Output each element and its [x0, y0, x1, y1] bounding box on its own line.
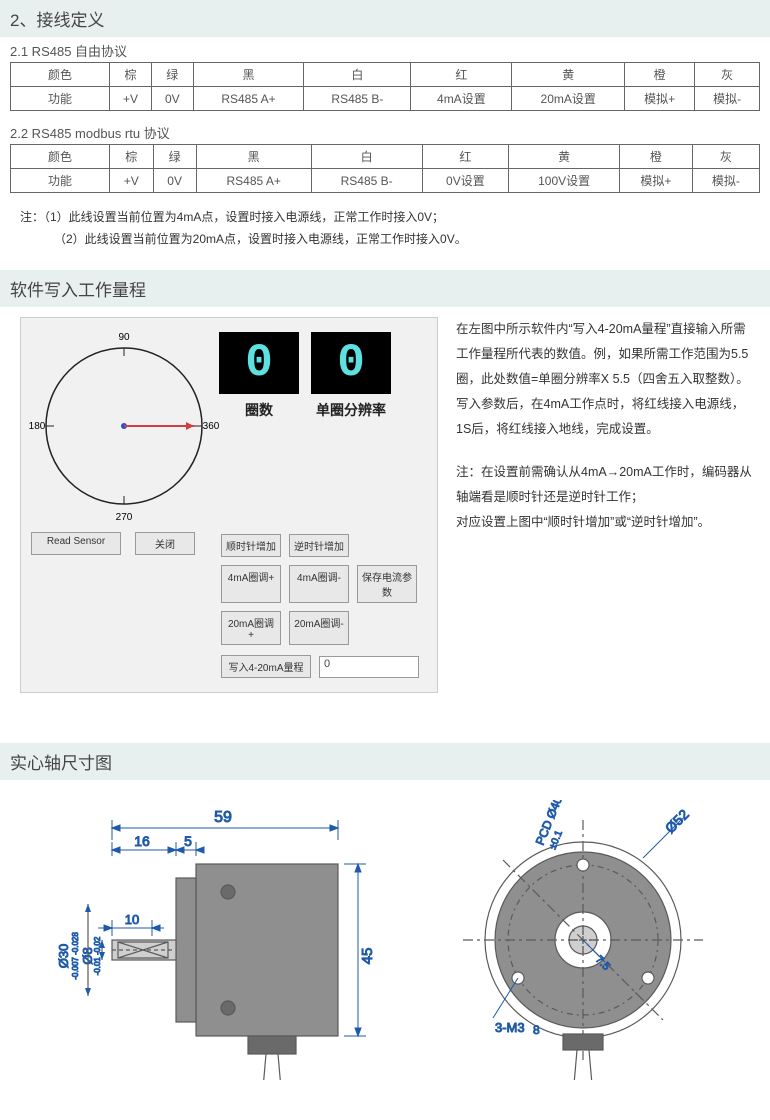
- cell: 灰: [695, 63, 760, 87]
- table-row: 颜色 棕 绿 黑 白 红 黄 橙 灰: [11, 63, 760, 87]
- row-label: 功能: [11, 169, 110, 193]
- read-sensor-button[interactable]: Read Sensor: [31, 532, 121, 555]
- 4ma-plus-button[interactable]: 4mA圈调+: [221, 565, 281, 603]
- svg-text:Ø30: Ø30: [56, 944, 71, 969]
- cell: 黄: [512, 63, 625, 87]
- save-params-button[interactable]: 保存电流参数: [357, 565, 417, 603]
- 20ma-minus-button[interactable]: 20mA圈调-: [289, 611, 349, 645]
- svg-text:59: 59: [214, 809, 232, 826]
- side-view-drawing: 59 16 5 10 45 Ø30 -0.007 -0.028 Ø8 -0.01…: [38, 800, 378, 1080]
- cell: +V: [110, 87, 152, 111]
- svg-text:-0.007 -0.028: -0.007 -0.028: [71, 932, 80, 980]
- cell: 模拟+: [620, 169, 693, 193]
- close-button[interactable]: 关闭: [135, 532, 195, 555]
- cell: 白: [311, 145, 422, 169]
- desc-para-1: 在左图中所示软件内“写入4-20mA量程”直接输入所需工作量程所代表的数值。例，…: [456, 317, 758, 442]
- cell: 黑: [196, 145, 311, 169]
- dial-label-top: 90: [118, 332, 130, 343]
- dial-label-right: 360: [203, 421, 219, 432]
- cell: 0V设置: [422, 169, 509, 193]
- cell: 黑: [193, 63, 304, 87]
- wiring-table-2: 颜色 棕 绿 黑 白 红 黄 橙 灰 功能 +V 0V RS485 A+ RS4…: [10, 144, 760, 193]
- row-label: 功能: [11, 87, 110, 111]
- cell: 红: [411, 63, 512, 87]
- svg-text:5: 5: [184, 833, 192, 849]
- ccw-inc-button[interactable]: 逆时针增加: [289, 534, 349, 557]
- desc-para-2: 注：在设置前需确认从4mA→20mA工作时，编码器从轴端看是顺时针还是逆时针工作…: [456, 460, 758, 510]
- cw-inc-button[interactable]: 顺时针增加: [221, 534, 281, 557]
- table-row: 功能 +V 0V RS485 A+ RS485 B- 0V设置 100V设置 模…: [11, 169, 760, 193]
- cell: 20mA设置: [512, 87, 625, 111]
- table1-caption: 2.1 RS485 自由协议: [0, 37, 770, 62]
- svg-text:45: 45: [359, 948, 376, 965]
- cell: 绿: [153, 145, 196, 169]
- cell: 模拟+: [625, 87, 695, 111]
- resolution-display: 0: [311, 332, 391, 394]
- cell: 模拟-: [695, 87, 760, 111]
- write-range-input[interactable]: 0: [319, 656, 419, 678]
- row-label: 颜色: [11, 63, 110, 87]
- turns-label: 圈数: [219, 400, 299, 420]
- resolution-label: 单圈分辨率: [311, 400, 391, 420]
- cell: +V: [110, 169, 154, 193]
- cell: 绿: [152, 63, 193, 87]
- wiring-table-1: 颜色 棕 绿 黑 白 红 黄 橙 灰 功能 +V 0V RS485 A+ RS4…: [10, 62, 760, 111]
- software-description: 在左图中所示软件内“写入4-20mA量程”直接输入所需工作量程所代表的数值。例，…: [456, 317, 758, 693]
- cell: RS485 B-: [304, 87, 411, 111]
- dial-gauge: 90 270 180 360: [29, 326, 219, 526]
- front-view-drawing: Ø52 PCD Ø40 ±0.1 3-M3 7.5 8: [433, 800, 733, 1080]
- svg-text:Ø52: Ø52: [661, 806, 691, 836]
- note-line: 注：（1）此线设置当前位置为4mA点，设置时接入电源线，正常工作时接入0V；: [20, 207, 750, 229]
- software-panel: 90 270 180 360 0 0 圈数 单圈分辨率: [20, 317, 438, 693]
- cell: 模拟-: [692, 169, 759, 193]
- desc-para-3: 对应设置上图中“顺时针增加”或“逆时针增加”。: [456, 510, 758, 535]
- table2-caption: 2.2 RS485 modbus rtu 协议: [0, 119, 770, 144]
- dial-label-left: 180: [29, 421, 46, 432]
- 4ma-minus-button[interactable]: 4mA圈调-: [289, 565, 349, 603]
- table-row: 功能 +V 0V RS485 A+ RS485 B- 4mA设置 20mA设置 …: [11, 87, 760, 111]
- cell: 灰: [692, 145, 759, 169]
- svg-text:3-M3: 3-M3: [495, 1020, 525, 1035]
- cell: RS485 A+: [193, 87, 304, 111]
- cell: 白: [304, 63, 411, 87]
- row-label: 颜色: [11, 145, 110, 169]
- cell: 100V设置: [509, 169, 620, 193]
- cell: RS485 B-: [311, 169, 422, 193]
- dimensions-title: 实心轴尺寸图: [0, 743, 770, 780]
- svg-text:8: 8: [533, 1023, 540, 1037]
- turns-display: 0: [219, 332, 299, 394]
- cell: RS485 A+: [196, 169, 311, 193]
- svg-text:16: 16: [134, 833, 150, 849]
- cell: 棕: [110, 145, 154, 169]
- cell: 0V: [153, 169, 196, 193]
- dial-label-bottom: 270: [116, 512, 133, 523]
- cell: 橙: [620, 145, 693, 169]
- table-row: 颜色 棕 绿 黑 白 红 黄 橙 灰: [11, 145, 760, 169]
- cell: 红: [422, 145, 509, 169]
- cell: 棕: [110, 63, 152, 87]
- section-2-title: 2、接线定义: [0, 0, 770, 37]
- cell: 橙: [625, 63, 695, 87]
- svg-text:10: 10: [124, 912, 138, 927]
- 20ma-plus-button[interactable]: 20mA圈调+: [221, 611, 281, 645]
- cell: 0V: [152, 87, 193, 111]
- wiring-notes: 注：（1）此线设置当前位置为4mA点，设置时接入电源线，正常工作时接入0V； （…: [0, 201, 770, 270]
- software-title: 软件写入工作量程: [0, 270, 770, 307]
- write-range-button[interactable]: 写入4-20mA量程: [221, 655, 311, 678]
- cell: 4mA设置: [411, 87, 512, 111]
- cell: 黄: [509, 145, 620, 169]
- note-line: （2）此线设置当前位置为20mA点，设置时接入电源线，正常工作时接入0V。: [20, 229, 750, 251]
